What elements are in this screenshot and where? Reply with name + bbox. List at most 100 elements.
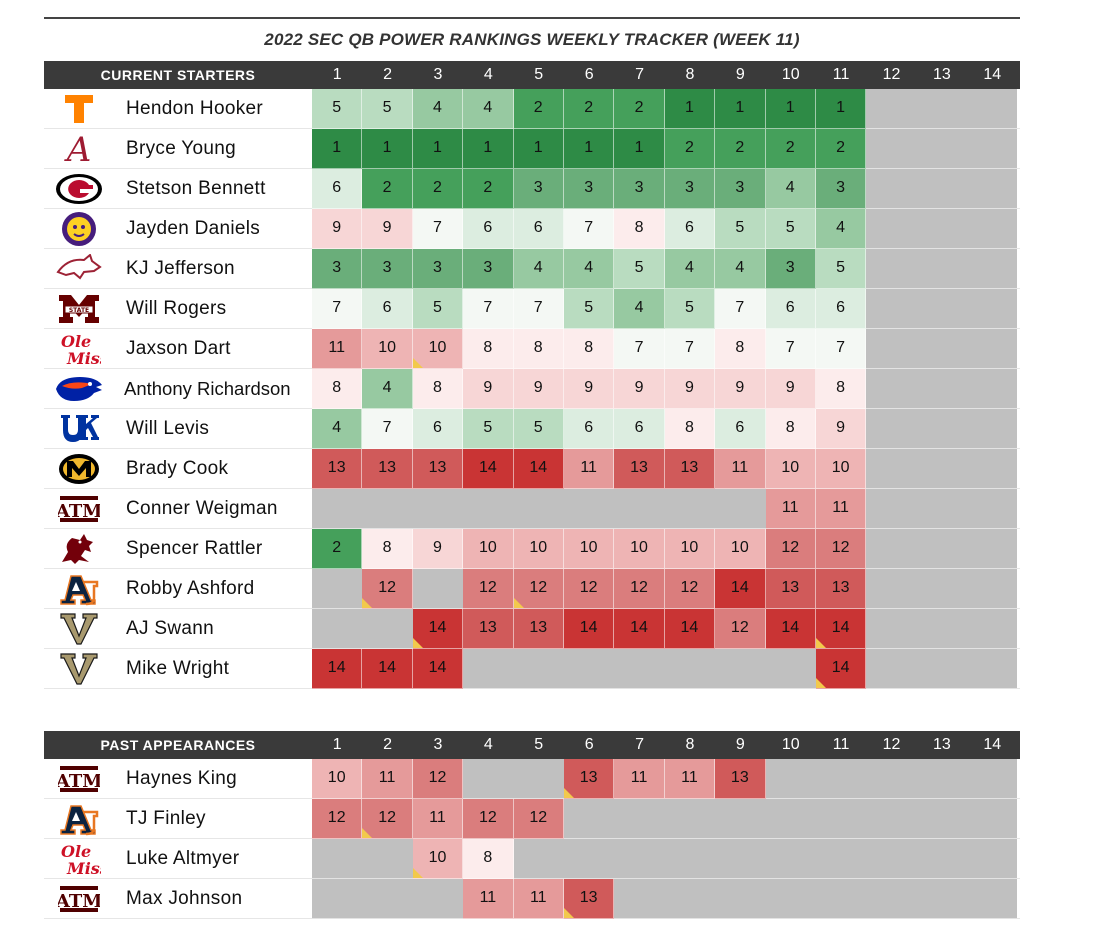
rank-cell: 13 xyxy=(563,878,615,919)
rank-cell: 14 xyxy=(563,608,615,649)
week-header: 14 xyxy=(983,736,1002,753)
empty-cell xyxy=(563,838,615,879)
empty-cell xyxy=(967,528,1018,569)
rank-cell: 12 xyxy=(664,568,716,609)
rank-cell: 11 xyxy=(513,878,564,919)
rank-value: 12 xyxy=(378,579,396,596)
rank-value: 7 xyxy=(785,339,795,356)
rank-value: 14 xyxy=(730,579,749,596)
rank-value: 3 xyxy=(433,259,442,276)
rank-value: 6 xyxy=(533,219,543,236)
week-header: 10 xyxy=(781,736,800,753)
ole-miss-logo-icon: OleMiss xyxy=(44,330,114,368)
rank-value: 9 xyxy=(684,379,694,396)
empty-cell xyxy=(967,208,1018,249)
rank-cell: 6 xyxy=(815,288,867,329)
rank-value: 13 xyxy=(327,459,346,476)
rank-value: 11 xyxy=(781,499,799,516)
rank-cell: 11 xyxy=(563,448,615,489)
rank-value: 7 xyxy=(382,419,392,436)
rank-cell: 7 xyxy=(815,328,867,369)
rank-cell: 3 xyxy=(815,168,867,209)
rank-value: 3 xyxy=(382,259,392,276)
rank-cell: 8 xyxy=(715,328,766,369)
rank-cell: 2 xyxy=(715,128,766,169)
empty-cell xyxy=(967,88,1018,129)
empty-cell xyxy=(866,528,917,569)
rank-cell: 9 xyxy=(815,408,867,449)
player-name: Luke Altmyer xyxy=(126,847,240,869)
player-row: Will Levis 4 7 6 5 5 6 6 8 6 8 9 xyxy=(44,408,1020,449)
empty-cell xyxy=(916,368,968,409)
empty-cell xyxy=(866,838,917,879)
week-header: 10 xyxy=(781,66,800,83)
rank-value: 10 xyxy=(579,539,598,556)
empty-cell xyxy=(815,758,867,799)
rank-cell: 14 xyxy=(815,648,867,689)
week-header: 5 xyxy=(534,66,544,83)
empty-cell xyxy=(916,128,968,169)
empty-cell xyxy=(563,798,615,839)
rank-value: 7 xyxy=(735,299,745,316)
rank-value: 14 xyxy=(831,659,850,676)
rank-cells: 1 1 1 1 1 1 1 2 2 2 2 xyxy=(312,128,1018,169)
rank-value: 4 xyxy=(684,259,694,276)
rank-value: 7 xyxy=(684,339,694,356)
empty-cell xyxy=(563,488,615,529)
rank-value: 9 xyxy=(836,419,846,436)
player-row: Brady Cook 13 13 13 14 14 11 13 13 11 10 10 xyxy=(44,448,1020,489)
rank-value: 4 xyxy=(332,419,342,436)
rank-cell: 1 xyxy=(614,128,665,169)
rank-value: 11 xyxy=(580,459,597,476)
rank-value: 8 xyxy=(483,339,493,356)
rank-value: 4 xyxy=(533,259,543,276)
rank-cells: 13 13 13 14 14 11 13 13 11 10 10 xyxy=(312,448,1018,489)
rank-value: 12 xyxy=(327,809,346,826)
rank-value: 11 xyxy=(378,769,396,786)
rank-value: 4 xyxy=(836,219,846,236)
rank-cell: 2 xyxy=(513,88,564,129)
empty-cell xyxy=(866,288,917,329)
rank-value: 3 xyxy=(332,259,342,276)
change-flag-icon xyxy=(563,787,574,798)
empty-cell xyxy=(967,168,1018,209)
rank-cell: 4 xyxy=(463,88,514,129)
rank-cell: 8 xyxy=(312,368,363,409)
rank-cells: 10 11 12 13 11 11 13 xyxy=(312,758,1018,799)
rank-cell: 8 xyxy=(765,408,816,449)
empty-cell xyxy=(463,488,514,529)
rank-value: 14 xyxy=(428,619,447,636)
rank-cell: 2 xyxy=(312,528,363,569)
rank-value: 2 xyxy=(735,139,745,156)
rank-value: 1 xyxy=(584,139,594,156)
player-name: Jaxson Dart xyxy=(126,337,231,359)
empty-cell xyxy=(815,878,867,919)
svg-text:STATE: STATE xyxy=(69,307,89,314)
empty-cell xyxy=(664,648,716,689)
rank-value: 3 xyxy=(684,179,694,196)
rank-value: 6 xyxy=(332,179,342,196)
rank-cell: 9 xyxy=(312,208,363,249)
rank-cell: 7 xyxy=(715,288,766,329)
rank-value: 13 xyxy=(680,459,699,476)
week-header: 11 xyxy=(832,736,850,753)
rank-value: 14 xyxy=(478,459,497,476)
rank-cell: 3 xyxy=(664,168,716,209)
rank-cells: 14 13 13 14 14 14 12 14 14 xyxy=(312,608,1018,649)
player-name: Haynes King xyxy=(126,767,238,789)
rank-cell: 6 xyxy=(614,408,665,449)
rank-cell: 4 xyxy=(765,168,816,209)
rank-cell: 9 xyxy=(765,368,816,409)
rank-value: 8 xyxy=(382,539,392,556)
rank-value: 8 xyxy=(332,379,342,396)
rank-cell: 13 xyxy=(815,568,867,609)
tennessee-logo-icon xyxy=(44,90,114,128)
rank-cell: 3 xyxy=(765,248,816,289)
rank-value: 8 xyxy=(483,849,493,866)
change-flag-icon xyxy=(362,597,373,608)
rank-value: 12 xyxy=(781,539,800,556)
empty-cell xyxy=(765,798,816,839)
rank-value: 5 xyxy=(433,299,442,316)
rank-value: 14 xyxy=(831,619,850,636)
empty-cell xyxy=(967,568,1018,609)
